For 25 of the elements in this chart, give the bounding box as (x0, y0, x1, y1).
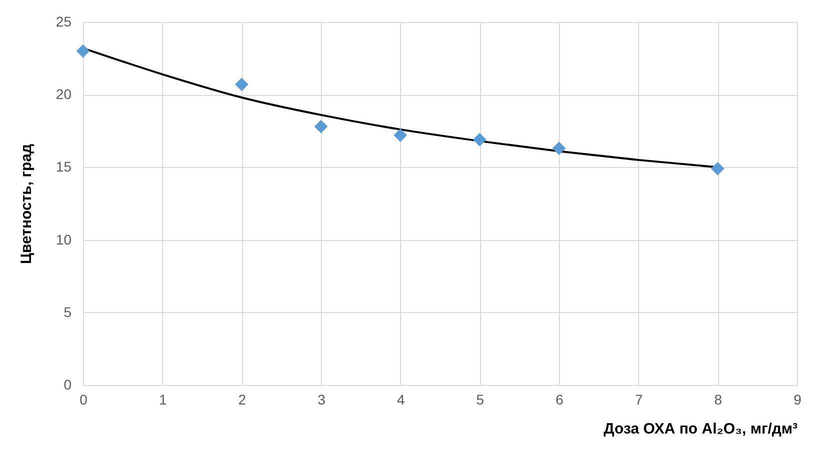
x-tick-label: 2 (238, 392, 246, 408)
x-tick-label: 1 (158, 392, 167, 408)
point (314, 120, 328, 134)
x-tick-label: 6 (556, 392, 564, 408)
y-tick-label: 15 (56, 158, 72, 175)
x-tick-label: 5 (476, 392, 484, 408)
point (710, 162, 724, 176)
x-tick-label: 3 (318, 392, 326, 408)
y-tick-label: 20 (56, 86, 72, 102)
point (234, 78, 248, 92)
x-axis-title: Доза ОХА по Al₂O₃, мг/дм³ (604, 420, 798, 438)
y-axis-title: Цветность, град (18, 144, 35, 264)
y-tick-label: 5 (64, 304, 72, 320)
x-tick-label: 4 (396, 392, 405, 408)
x-tick-label: 0 (80, 392, 88, 408)
y-tick-label: 25 (56, 14, 72, 30)
x-tick-label: 8 (714, 392, 722, 408)
point (394, 128, 408, 142)
x-tick-label: 7 (634, 392, 643, 408)
point (552, 142, 566, 156)
point (472, 132, 486, 146)
point (76, 44, 90, 58)
y-tick-label: 10 (56, 231, 72, 248)
y-tick-label: 0 (64, 376, 72, 392)
x-tick-label: 9 (794, 392, 802, 408)
